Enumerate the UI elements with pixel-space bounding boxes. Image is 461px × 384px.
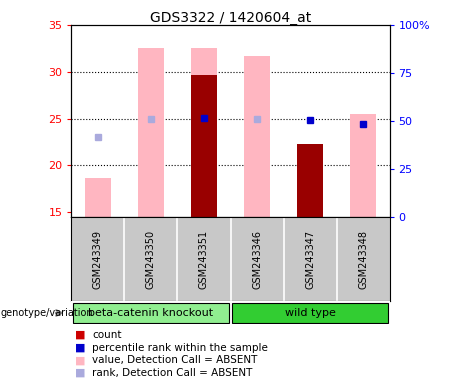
Text: beta-catenin knockout: beta-catenin knockout [89, 308, 213, 318]
Text: ■: ■ [76, 368, 86, 378]
Text: genotype/variation: genotype/variation [1, 308, 94, 318]
Bar [138, 48, 164, 217]
Bar [297, 144, 323, 217]
Text: count: count [92, 330, 122, 340]
Text: GSM243350: GSM243350 [146, 230, 156, 289]
Text: percentile rank within the sample: percentile rank within the sample [92, 343, 268, 353]
Text: ■: ■ [76, 330, 86, 340]
Bar [85, 178, 111, 217]
Text: GDS3322 / 1420604_at: GDS3322 / 1420604_at [150, 11, 311, 25]
Text: ■: ■ [76, 343, 86, 353]
Bar [244, 56, 270, 217]
Text: GSM243347: GSM243347 [305, 230, 315, 289]
Text: GSM243351: GSM243351 [199, 230, 209, 289]
Text: wild type: wild type [284, 308, 336, 318]
Bar [350, 114, 376, 217]
Bar [191, 48, 217, 217]
Text: GSM243349: GSM243349 [93, 230, 103, 289]
Bar [191, 74, 217, 217]
Text: ■: ■ [76, 355, 86, 365]
Text: GSM243348: GSM243348 [358, 230, 368, 289]
Bar [231, 303, 389, 323]
Text: rank, Detection Call = ABSENT: rank, Detection Call = ABSENT [92, 368, 253, 378]
Text: GSM243346: GSM243346 [252, 230, 262, 289]
Bar [72, 303, 230, 323]
Text: value, Detection Call = ABSENT: value, Detection Call = ABSENT [92, 355, 258, 365]
